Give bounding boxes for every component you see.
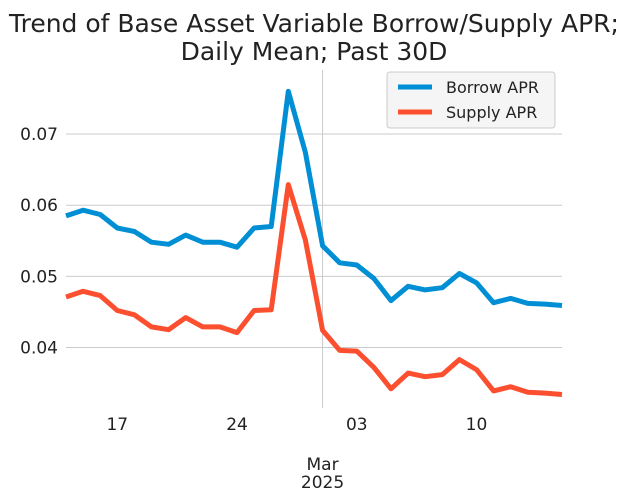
x-tick-label-1: 24 xyxy=(226,415,248,435)
x-axis-tick-labels: 17 24 03 10 xyxy=(106,415,487,435)
x-tick-label-3: 10 xyxy=(466,415,488,435)
y-tick-label-3: 0.07 xyxy=(20,125,58,145)
y-tick-label-2: 0.06 xyxy=(20,196,58,216)
legend-label-borrow-apr: Borrow APR xyxy=(446,78,539,97)
y-axis-tick-labels: 0.04 0.05 0.06 0.07 xyxy=(20,125,58,358)
x-tick-label-0: 17 xyxy=(106,415,128,435)
x-axis-month-label: Mar xyxy=(307,455,339,475)
legend: Borrow APR Supply APR xyxy=(386,71,556,129)
series-line-borrow-apr xyxy=(65,88,563,308)
y-tick-label-0: 0.04 xyxy=(20,339,58,359)
series-lines xyxy=(65,88,563,397)
legend-label-supply-apr: Supply APR xyxy=(446,103,537,122)
series-line-supply-apr xyxy=(65,182,563,397)
x-axis-year-label: 2025 xyxy=(301,473,344,493)
x-tick-label-2: 03 xyxy=(346,415,368,435)
y-tick-label-1: 0.05 xyxy=(20,267,58,287)
chart-title-line-1: Trend of Base Asset Variable Borrow/Supp… xyxy=(8,9,619,38)
chart-title-line-2: Daily Mean; Past 30D xyxy=(181,37,448,66)
